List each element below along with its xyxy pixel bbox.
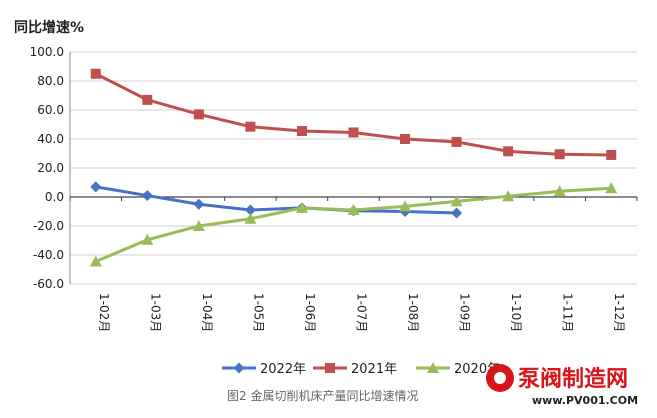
y-tick-label: 60.0 (37, 103, 64, 117)
data-point (451, 136, 462, 147)
plot-area: 100.0 80.0 60.0 40.0 20.0 0.0 -20.0 -40.0 -60.0 1… (30, 45, 638, 332)
legend-item: 2022年 (222, 362, 306, 377)
x-tick-label: 1-07月 (355, 293, 369, 332)
y-tick-label: 40.0 (37, 132, 64, 146)
data-point (553, 185, 566, 197)
y-tick-label: 0.0 (45, 190, 64, 204)
legend-swatch-marker (233, 362, 245, 374)
brand-url: www.PV001.COM (532, 394, 638, 407)
data-point (141, 233, 154, 245)
data-point (141, 190, 153, 202)
y-tick-label: 20.0 (37, 161, 64, 175)
data-point (193, 109, 204, 120)
legend: 2022年 2021年 2020年 (222, 362, 500, 377)
data-point (502, 190, 515, 202)
legend-label: 2021年 (351, 362, 397, 377)
data-point (245, 121, 256, 132)
data-point (503, 146, 514, 157)
data-point (347, 204, 360, 216)
data-point (400, 134, 411, 144)
x-tick-label: 1-04月 (200, 293, 214, 332)
legend-swatch-marker (427, 362, 439, 373)
brand-name: 泵阀制造网 (518, 367, 628, 392)
series-1 (90, 68, 617, 160)
x-tick-label: 1-06月 (303, 293, 317, 332)
data-point (605, 182, 618, 194)
series-line (95, 185, 457, 215)
x-tick-label: 1-03月 (148, 293, 162, 332)
legend-swatch-marker (325, 363, 335, 373)
data-point (348, 127, 359, 138)
data-point (244, 212, 257, 224)
data-point (399, 200, 412, 212)
x-tick-label: 1-09月 (458, 293, 472, 332)
series-line (95, 72, 612, 157)
data-point (142, 94, 153, 105)
legend-item: 2021年 (313, 362, 397, 377)
x-tick-label: 1-12月 (612, 293, 626, 332)
y-tick-label: -40.0 (33, 248, 64, 262)
data-point (89, 255, 102, 267)
data-point (244, 204, 256, 216)
data-point (450, 195, 463, 207)
y-tick-label: -20.0 (33, 219, 64, 233)
x-tick-label: 1-10月 (509, 293, 523, 332)
legend-label: 2022年 (260, 362, 306, 377)
x-tick-label: 1-08月 (406, 293, 420, 332)
data-point (554, 149, 565, 160)
chart-title: 同比增速% (14, 19, 84, 36)
series-2 (89, 182, 618, 267)
x-tick-label: 1-11月 (561, 293, 575, 332)
x-tick-label: 1-02月 (97, 293, 111, 332)
data-point (606, 149, 617, 160)
x-tick-label: 1-05月 (251, 293, 265, 332)
y-tick-label: 100.0 (30, 45, 64, 59)
brand-logo-icon-inner (494, 372, 506, 384)
data-point (90, 68, 101, 79)
brand-logo: 泵阀制造网 www.PV001.COM (486, 364, 638, 407)
data-point (451, 207, 463, 219)
data-point (295, 201, 308, 213)
data-point (296, 126, 307, 137)
y-tick-label: 80.0 (37, 74, 64, 88)
figure-caption: 图2 金属切削机床产量同比增速情况 (227, 388, 418, 403)
y-tick-label: -60.0 (33, 277, 64, 291)
data-point (193, 198, 205, 210)
data-point (90, 181, 102, 193)
data-point (192, 220, 205, 231)
